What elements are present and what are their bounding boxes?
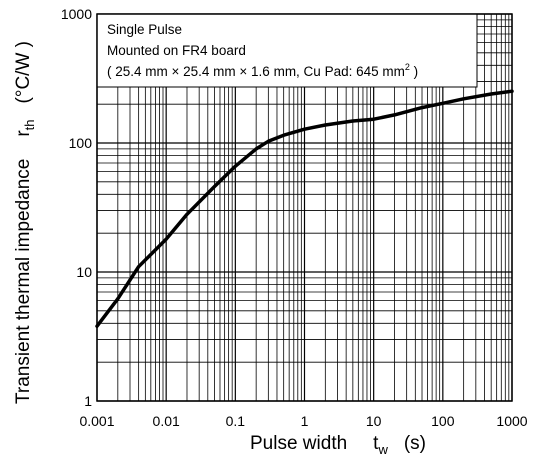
y-axis-symbol: r (13, 130, 34, 137)
thermal-impedance-curve (95, 89, 514, 328)
x-tick-label: 100 (431, 413, 455, 429)
x-tick-label: 1 (301, 413, 309, 429)
x-tick-label: 1000 (496, 413, 527, 429)
annotation-line-3-end: ) (410, 64, 418, 79)
annotation-line-1: Single Pulse (107, 22, 182, 37)
x-tick-label: 10 (366, 413, 382, 429)
y-tick-label: 100 (69, 135, 93, 151)
annotation-background (96, 13, 478, 88)
x-axis-unit: (s) (404, 433, 426, 454)
y-axis-title-main: Transient thermal impedance (13, 159, 34, 404)
x-tick-label: 0.01 (153, 413, 180, 429)
plot-frame (96, 13, 513, 402)
x-axis-symbol-subscript: w (377, 442, 388, 457)
y-tick-label: 1000 (61, 6, 92, 22)
x-axis-symbol: t (373, 433, 379, 454)
tick-labels: 0.001 0.01 0.1 1 10 100 1000 1 10 100 1000 (61, 6, 528, 429)
annotation-line-3: ( 25.4 mm × 25.4 mm × 1.6 mm, Cu Pad: 64… (107, 62, 418, 79)
annotation-line-2: Mounted on FR4 board (107, 43, 246, 58)
x-tick-label: 0.1 (226, 413, 246, 429)
y-tick-label: 1 (84, 393, 92, 409)
y-axis-unit: (°C/W ) (13, 41, 34, 103)
x-tick-label: 0.001 (79, 413, 114, 429)
annotation-box: Single Pulse Mounted on FR4 board ( 25.4… (96, 13, 478, 88)
x-axis-title-main: Pulse width (250, 433, 347, 454)
y-axis-title: Transient thermal impedance rth (°C/W ) (13, 41, 37, 404)
y-axis-symbol-subscript: th (22, 119, 37, 130)
x-axis-title: Pulse width tw (s) (250, 433, 426, 457)
y-tick-label: 10 (76, 264, 92, 280)
annotation-line-3-main: ( 25.4 mm × 25.4 mm × 1.6 mm, Cu Pad: 64… (107, 64, 405, 79)
annotation-line-3-superscript: 2 (405, 62, 410, 72)
